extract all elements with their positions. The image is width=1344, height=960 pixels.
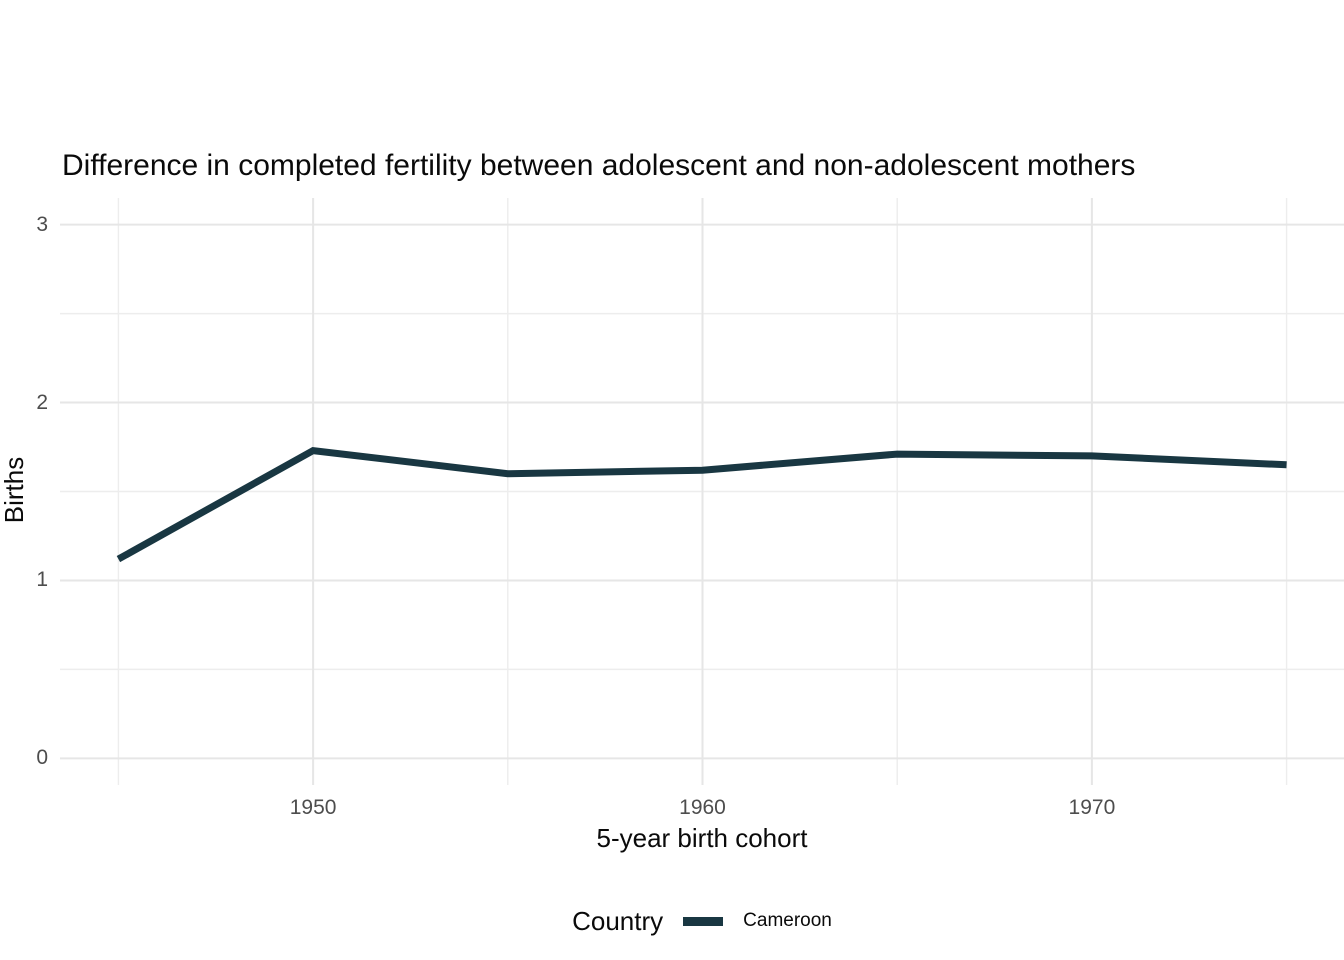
legend-title: Country (572, 905, 664, 936)
legend: Country Cameroon (60, 906, 1344, 936)
y-tick-label-1: 1 (36, 568, 48, 592)
y-axis-title: Births (0, 456, 29, 524)
y-tick-label-2: 2 (36, 390, 48, 414)
y-tick-label-3: 3 (36, 212, 48, 236)
legend-line-swatch (683, 916, 724, 926)
legend-entry-cameroon: Cameroon (743, 910, 832, 931)
series-line-cameroon (116, 446, 1287, 563)
x-tick-label-1950: 1950 (289, 796, 337, 819)
chart-title: Difference in completed fertility betwee… (62, 149, 1136, 182)
y-tick-label-0: 0 (36, 746, 48, 770)
x-axis-title: 5-year birth cohort (596, 823, 808, 853)
x-tick-label-1970: 1970 (1068, 796, 1116, 819)
x-tick-label-1960: 1960 (679, 796, 726, 819)
